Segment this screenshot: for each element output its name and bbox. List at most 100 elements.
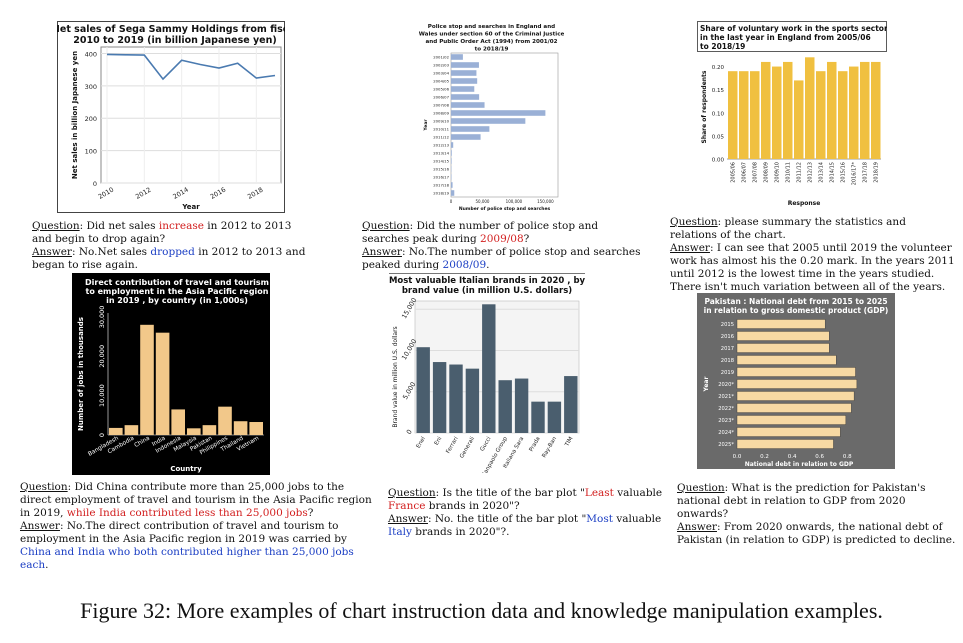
x-axis-label: Country <box>170 465 202 473</box>
chart-title: Pakistan : National debt from 2015 to 20… <box>704 297 887 306</box>
bar <box>736 391 855 401</box>
y-tick-label: 2016/17 <box>433 175 449 180</box>
bar <box>827 61 837 159</box>
bar <box>449 364 463 433</box>
answer-text: : From 2020 onwards, the national debt o… <box>677 521 956 546</box>
bar <box>124 425 139 435</box>
bar <box>451 134 481 140</box>
question-text: ? <box>307 507 314 519</box>
y-tick-label: 0 <box>405 428 414 436</box>
chart-title: brand value (in million U.S. dollars) <box>402 286 572 296</box>
question-text: increase <box>158 220 204 232</box>
bar <box>451 94 480 100</box>
x-tick-label: 0 <box>450 199 453 204</box>
answer-text: . <box>45 559 49 571</box>
chart-title: Most valuable Italian brands in 2020 , b… <box>389 276 585 286</box>
bar <box>736 439 834 449</box>
y-tick-label: 2006/07 <box>433 95 449 100</box>
x-axis-label: Year <box>181 203 200 211</box>
question-label: Question <box>388 487 436 499</box>
x-axis-label: National debt in relation to GDP <box>745 461 854 468</box>
x-tick-label: 2010/11 <box>786 162 792 183</box>
qa-block: Question: Did the number of police stop … <box>362 220 644 272</box>
chart-italian-brands: Most valuable Italian brands in 2020 , b… <box>389 273 585 473</box>
x-axis-label: Response <box>788 200 821 207</box>
y-tick-label: 2018 <box>721 358 734 364</box>
x-tick-label: 2016/17* <box>852 162 858 186</box>
bar <box>202 425 217 435</box>
bar <box>736 331 830 341</box>
y-tick-label: 0.05 <box>712 134 725 140</box>
bar <box>547 401 562 433</box>
y-tick-label: 20,000 <box>98 345 106 368</box>
y-tick-label: 0.00 <box>712 158 725 164</box>
x-tick-label: 2008/09 <box>764 162 770 183</box>
answer-text: 2008/09 <box>442 259 487 271</box>
bar <box>514 378 529 433</box>
x-tick-label: 0.2 <box>760 454 769 460</box>
bar <box>482 304 496 433</box>
bar <box>498 380 512 433</box>
y-tick-label: 0.15 <box>712 88 725 94</box>
y-tick-label: 2009/10 <box>433 119 449 124</box>
x-tick-label: 2018/19 <box>874 162 880 183</box>
chart-title: and Public Order Act (1994) from 2001/02 <box>425 39 557 45</box>
bar <box>736 403 852 413</box>
question: Question: What is the prediction for Pak… <box>677 482 957 521</box>
y-axis-label: Net sales in billion Japanese yen <box>71 51 79 179</box>
y-tick-label: 2005/06 <box>433 87 449 92</box>
y-tick-label: 10,000 <box>98 384 106 407</box>
y-tick-label: 2024* <box>718 430 734 436</box>
bar <box>736 379 858 389</box>
x-tick-label: 2009/10 <box>775 162 781 183</box>
y-axis-label: Share of respondents <box>701 70 708 143</box>
answer-text: in 2012 to 2013 and began to rise again. <box>32 246 306 271</box>
x-tick-label: Enel <box>416 436 427 450</box>
question-label: Question <box>670 216 718 228</box>
question-text: valuable <box>613 487 663 499</box>
qa-block: Question: please summary the statistics … <box>670 216 956 294</box>
bar <box>451 54 463 60</box>
chart-title: in 2019 , by country (in 1,000s) <box>106 296 248 305</box>
y-tick-label: 0.20 <box>712 65 725 71</box>
bar <box>860 61 870 159</box>
question: Question: Did net sales increase in 2012… <box>32 220 312 246</box>
y-tick-label: 2001/02 <box>433 55 449 60</box>
bar <box>171 409 185 435</box>
question: Question: Is the title of the bar plot "… <box>388 487 664 513</box>
figure-caption: Figure 32: More examples of chart instru… <box>80 598 883 623</box>
chart-title: Share of voluntary work in the sports se… <box>700 24 887 33</box>
bar <box>451 158 452 164</box>
answer-text: valuable <box>612 513 662 525</box>
y-tick-label: 2012/13 <box>433 143 449 148</box>
y-axis-label: Year <box>423 119 429 132</box>
x-tick-label: 0.8 <box>843 454 852 460</box>
chart-asia-tourism: Direct contribution of travel and touris… <box>72 273 270 475</box>
x-tick-label: 2006/07 <box>742 162 748 183</box>
bar <box>736 415 847 425</box>
bar <box>140 324 154 435</box>
bar <box>736 355 837 365</box>
x-tick-label: 2005/06 <box>731 162 737 183</box>
bar <box>805 57 815 159</box>
y-tick-label: 2019 <box>721 370 734 376</box>
bar <box>218 406 232 435</box>
bar <box>432 362 447 433</box>
question-text: ? <box>523 233 530 245</box>
y-tick-label: 2007/08 <box>433 103 449 108</box>
x-tick-label: 150,000 <box>537 199 554 204</box>
question-text: : Did China contribute more than 25,000 … <box>20 481 372 519</box>
chart-title: 2010 to 2019 (in billion Japanese yen) <box>73 35 276 46</box>
question: Question: Did China contribute more than… <box>20 481 372 520</box>
bar <box>109 427 123 435</box>
y-tick-label: 400 <box>85 50 97 58</box>
bar <box>451 190 455 196</box>
y-tick-label: 2016 <box>721 334 734 340</box>
question-label: Question <box>677 482 725 494</box>
x-tick-label: 2011/12 <box>797 162 803 183</box>
question-text: brands in 2020"? <box>425 500 520 512</box>
answer-label: Answer <box>677 521 717 533</box>
y-axis-label: Number of jobs in thousands <box>77 317 85 431</box>
answer-text: : No.The number of police stop and searc… <box>362 246 641 271</box>
question-label: Question <box>362 220 410 232</box>
